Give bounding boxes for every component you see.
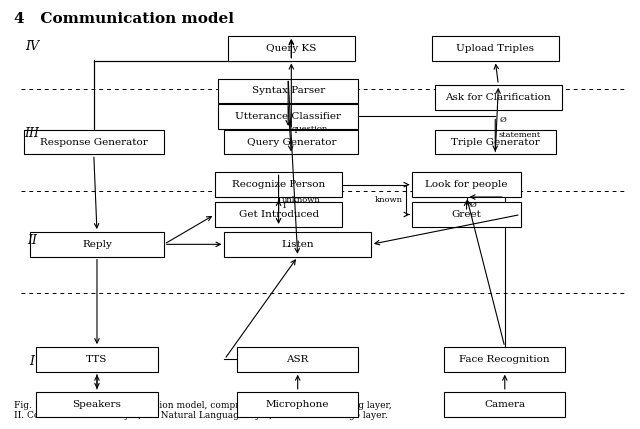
Text: Get Introduced: Get Introduced: [239, 210, 319, 219]
Text: Query KS: Query KS: [266, 44, 317, 53]
Text: Greet: Greet: [452, 210, 481, 219]
Text: Speakers: Speakers: [72, 400, 122, 409]
Text: Upload Triples: Upload Triples: [456, 44, 534, 53]
Text: Reply: Reply: [82, 240, 112, 249]
FancyBboxPatch shape: [444, 347, 565, 372]
FancyBboxPatch shape: [36, 392, 157, 417]
FancyBboxPatch shape: [431, 36, 559, 60]
Text: Ø: Ø: [470, 201, 477, 208]
FancyBboxPatch shape: [444, 392, 565, 417]
FancyBboxPatch shape: [36, 347, 157, 372]
FancyBboxPatch shape: [237, 347, 358, 372]
Text: ASR: ASR: [287, 355, 309, 364]
Text: Camera: Camera: [484, 400, 525, 409]
Text: Ask for Clarification: Ask for Clarification: [445, 93, 551, 102]
Text: Look for people: Look for people: [426, 180, 508, 189]
Text: Listen: Listen: [282, 240, 314, 249]
FancyBboxPatch shape: [225, 130, 358, 154]
FancyBboxPatch shape: [30, 232, 164, 257]
FancyBboxPatch shape: [215, 202, 342, 227]
Text: Response Generator: Response Generator: [40, 138, 148, 147]
FancyBboxPatch shape: [228, 36, 355, 60]
Text: IV: IV: [25, 39, 39, 53]
FancyBboxPatch shape: [435, 85, 562, 110]
FancyBboxPatch shape: [225, 232, 371, 257]
Text: Fig. 1: The four layer conversation model, comprised of I. Signal Processing lay: Fig. 1: The four layer conversation mode…: [14, 401, 392, 420]
FancyBboxPatch shape: [215, 172, 342, 197]
Text: Query Generator: Query Generator: [246, 138, 336, 147]
Text: Triple Generator: Triple Generator: [451, 138, 540, 147]
Text: II: II: [27, 233, 37, 247]
FancyBboxPatch shape: [237, 392, 358, 417]
FancyBboxPatch shape: [218, 79, 358, 103]
Text: 1: 1: [282, 202, 287, 209]
Text: question: question: [291, 125, 328, 133]
Text: Face Recognition: Face Recognition: [460, 355, 550, 364]
FancyBboxPatch shape: [412, 172, 521, 197]
FancyBboxPatch shape: [412, 202, 521, 227]
Text: unknown: unknown: [282, 196, 321, 204]
Text: statement: statement: [499, 131, 541, 139]
Text: Utterance Classifier: Utterance Classifier: [235, 112, 341, 121]
Text: 4   Communication model: 4 Communication model: [14, 12, 234, 26]
Text: TTS: TTS: [86, 355, 108, 364]
Text: III: III: [24, 127, 40, 140]
Text: Ø: Ø: [500, 116, 507, 124]
Text: known: known: [375, 196, 403, 204]
Text: Syntax Parser: Syntax Parser: [252, 86, 324, 95]
Text: Recognize Person: Recognize Person: [232, 180, 325, 189]
Text: I: I: [29, 355, 35, 368]
FancyBboxPatch shape: [24, 130, 164, 154]
FancyBboxPatch shape: [218, 104, 358, 129]
FancyBboxPatch shape: [435, 130, 556, 154]
Text: Microphone: Microphone: [266, 400, 330, 409]
